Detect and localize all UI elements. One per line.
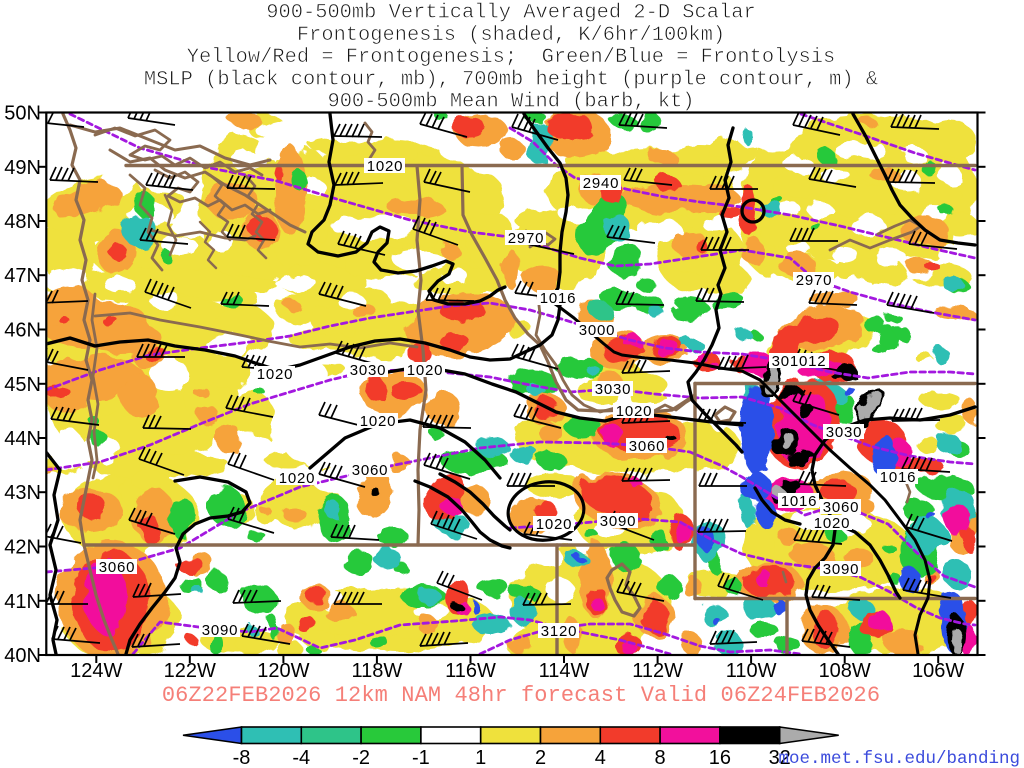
svg-text:3090: 3090 xyxy=(202,622,239,639)
svg-text:43N: 43N xyxy=(4,482,41,504)
svg-text:114W: 114W xyxy=(539,660,590,682)
svg-text:1020: 1020 xyxy=(536,516,573,533)
svg-text:1020: 1020 xyxy=(367,158,404,175)
svg-text:3060: 3060 xyxy=(629,438,666,455)
svg-text:108W: 108W xyxy=(819,660,871,682)
svg-text:1: 1 xyxy=(475,747,486,768)
svg-text:2: 2 xyxy=(535,747,546,768)
svg-text:1020: 1020 xyxy=(279,470,316,487)
svg-text:2970: 2970 xyxy=(508,230,545,247)
svg-text:47N: 47N xyxy=(4,265,41,287)
svg-text:124W: 124W xyxy=(70,660,122,682)
svg-text:46N: 46N xyxy=(4,320,41,342)
svg-text:301012: 301012 xyxy=(772,353,827,370)
svg-text:900-500mb Mean Wind (barb, kt): 900-500mb Mean Wind (barb, kt) xyxy=(327,91,694,114)
svg-text:48N: 48N xyxy=(4,211,41,233)
svg-text:06Z22FEB2026 12km NAM 48hr for: 06Z22FEB2026 12km NAM 48hr forecast Vali… xyxy=(162,683,880,708)
svg-text:4: 4 xyxy=(595,747,606,768)
svg-text:1020: 1020 xyxy=(360,413,397,430)
svg-text:1020: 1020 xyxy=(257,366,294,383)
svg-text:moe.met.fsu.edu/banding: moe.met.fsu.edu/banding xyxy=(778,749,1020,768)
svg-text:45N: 45N xyxy=(4,374,41,396)
svg-text:-4: -4 xyxy=(292,747,310,768)
svg-text:1016: 1016 xyxy=(781,493,818,510)
svg-text:3090: 3090 xyxy=(823,561,860,578)
svg-text:118W: 118W xyxy=(352,660,403,682)
svg-text:32: 32 xyxy=(769,747,791,768)
svg-text:2940: 2940 xyxy=(583,175,620,192)
svg-text:1020: 1020 xyxy=(814,515,851,532)
svg-text:42N: 42N xyxy=(4,537,41,559)
svg-text:44N: 44N xyxy=(4,428,41,450)
svg-text:3060: 3060 xyxy=(823,499,860,516)
svg-text:112W: 112W xyxy=(632,660,683,682)
svg-text:3060: 3060 xyxy=(99,559,136,576)
svg-text:49N: 49N xyxy=(4,157,41,179)
svg-text:8: 8 xyxy=(655,747,666,768)
svg-text:3030: 3030 xyxy=(826,424,863,441)
svg-text:106W: 106W xyxy=(912,660,964,682)
svg-text:-8: -8 xyxy=(233,747,251,768)
svg-text:41N: 41N xyxy=(4,591,41,613)
svg-text:-1: -1 xyxy=(412,747,430,768)
svg-text:MSLP (black contour, mb), 700m: MSLP (black contour, mb), 700mb height (… xyxy=(144,68,878,91)
svg-text:1016: 1016 xyxy=(880,469,917,486)
svg-text:1020: 1020 xyxy=(616,403,653,420)
svg-text:120W: 120W xyxy=(257,660,309,682)
svg-text:110W: 110W xyxy=(726,660,777,682)
svg-text:3030: 3030 xyxy=(595,381,632,398)
svg-text:Yellow/Red = Frontogenesis; G: Yellow/Red = Frontogenesis; Green/Blue =… xyxy=(187,46,836,69)
svg-text:2970: 2970 xyxy=(796,272,833,289)
svg-text:3060: 3060 xyxy=(352,462,389,479)
svg-text:1020: 1020 xyxy=(407,362,444,379)
svg-text:3000: 3000 xyxy=(579,322,616,339)
svg-text:Frontogenesis (shaded, K/6hr/1: Frontogenesis (shaded, K/6hr/100km) xyxy=(297,24,725,47)
svg-text:3030: 3030 xyxy=(350,362,387,379)
svg-text:122W: 122W xyxy=(164,660,216,682)
svg-text:3120: 3120 xyxy=(541,623,578,640)
svg-text:-2: -2 xyxy=(352,747,370,768)
svg-text:3090: 3090 xyxy=(600,513,637,530)
svg-text:1016: 1016 xyxy=(540,290,577,307)
svg-text:116W: 116W xyxy=(445,660,496,682)
svg-text:16: 16 xyxy=(709,747,731,768)
svg-text:900-500mb Vertically Averaged: 900-500mb Vertically Averaged 2-D Scalar xyxy=(266,2,755,25)
svg-text:50N: 50N xyxy=(4,103,41,125)
svg-text:40N: 40N xyxy=(4,645,41,667)
